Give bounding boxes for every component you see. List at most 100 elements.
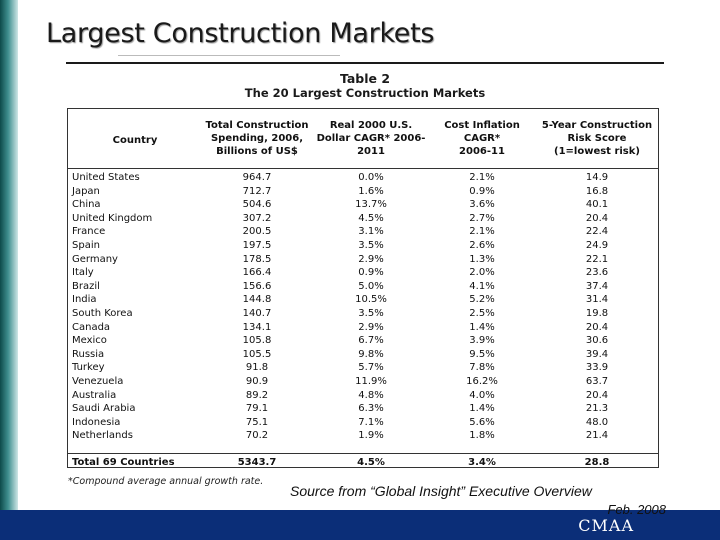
cell-risk-score: 63.7	[585, 376, 609, 387]
cell-spending: 504.6	[242, 199, 272, 211]
total-cell-spending: 5343.7	[237, 457, 277, 468]
cell-cost-inflation: 5.6%	[469, 416, 495, 428]
cell-spending: 156.6	[242, 280, 272, 292]
cell-spending: 307.2	[242, 212, 272, 224]
cell-real-cagr: 4.8%	[358, 389, 384, 401]
cell-spending: 105.5	[242, 348, 272, 360]
cell-country: Russia	[72, 348, 105, 360]
cell-real-cagr: 0.9%	[358, 267, 384, 279]
cell-risk-score: 19.8	[585, 308, 609, 319]
cell-real-cagr: 6.7%	[358, 335, 384, 347]
header-real-cagr: Real 2000 U.S. Dollar CAGR* 2006- 2011	[316, 120, 426, 157]
footer-bar: CMAA	[0, 510, 720, 540]
total-cell-country: Total 69 Countries	[72, 457, 175, 468]
cell-risk-score: 16.8	[585, 185, 609, 197]
footer-brand: CMAA	[578, 516, 634, 535]
cell-spending: 178.5	[242, 253, 272, 265]
cell-risk-score: 14.9	[585, 172, 609, 183]
cell-spending: 144.8	[242, 294, 272, 306]
cell-cost-inflation: 2.6%	[469, 240, 495, 251]
cell-risk-score: 22.1	[585, 253, 609, 265]
cell-real-cagr: 13.7%	[355, 199, 387, 211]
cell-risk-score: 40.1	[585, 199, 609, 211]
cell-country: Brazil	[72, 280, 100, 292]
cell-spending: 105.8	[242, 335, 272, 347]
cell-country: India	[72, 294, 97, 306]
cell-country: Canada	[72, 321, 111, 333]
cell-cost-inflation: 2.0%	[469, 267, 495, 279]
cell-risk-score: 48.0	[585, 416, 609, 428]
cell-country: United States	[72, 172, 140, 183]
cell-cost-inflation: 2.1%	[469, 226, 495, 238]
cell-spending: 75.1	[245, 416, 269, 428]
cell-country: Italy	[72, 267, 94, 279]
cell-country: Germany	[72, 253, 118, 265]
cell-cost-inflation: 1.4%	[469, 321, 495, 333]
cell-risk-score: 21.3	[585, 403, 609, 415]
total-cell-real-cagr: 4.5%	[357, 457, 385, 468]
cell-country: Venezuela	[72, 376, 124, 387]
cell-cost-inflation: 1.3%	[469, 253, 495, 265]
cell-spending: 134.1	[242, 321, 272, 333]
cell-real-cagr: 3.5%	[358, 308, 384, 319]
cell-country: Turkey	[72, 362, 105, 374]
cell-real-cagr: 5.0%	[358, 280, 384, 292]
markets-table: Country Total Construction Spending, 200…	[67, 108, 659, 468]
cell-risk-score: 39.4	[585, 348, 609, 360]
cell-cost-inflation: 4.1%	[469, 280, 495, 292]
cell-spending: 70.2	[245, 430, 269, 442]
cell-risk-score: 30.6	[585, 335, 609, 347]
table-number: Table 2	[339, 71, 391, 86]
cell-real-cagr: 2.9%	[358, 321, 384, 333]
cell-country: Spain	[72, 240, 100, 251]
cell-country: Netherlands	[72, 430, 133, 442]
table-caption: Table 2 The 20 Largest Construction Mark…	[66, 71, 664, 101]
cell-real-cagr: 1.9%	[358, 430, 384, 442]
cell-cost-inflation: 9.5%	[469, 348, 495, 360]
cell-cost-inflation: 1.8%	[469, 430, 495, 442]
cell-risk-score: 20.4	[585, 212, 609, 224]
cell-spending: 712.7	[242, 185, 272, 197]
cell-cost-inflation: 16.2%	[466, 376, 498, 387]
cell-cost-inflation: 2.7%	[469, 212, 495, 224]
cell-country: South Korea	[72, 308, 133, 319]
left-accent-bar	[0, 0, 18, 510]
total-cell-risk-score: 28.8	[584, 457, 610, 468]
cell-spending: 964.7	[242, 172, 272, 183]
source-citation: Source from “Global Insight” Executive O…	[290, 483, 592, 499]
cell-spending: 197.5	[242, 240, 272, 251]
cell-risk-score: 37.4	[585, 280, 609, 292]
header-risk-score: 5-Year Construction Risk Score (1=lowest…	[541, 120, 653, 157]
cell-cost-inflation: 2.5%	[469, 308, 495, 319]
cell-real-cagr: 9.8%	[358, 348, 384, 360]
cell-real-cagr: 3.5%	[358, 240, 384, 251]
cell-country: Mexico	[72, 335, 107, 347]
cell-risk-score: 23.6	[585, 267, 609, 279]
cell-country: Japan	[72, 185, 100, 197]
title-underline	[118, 55, 340, 56]
cell-risk-score: 20.4	[585, 389, 609, 401]
top-rule	[66, 62, 664, 64]
cell-cost-inflation: 1.4%	[469, 403, 495, 415]
cell-real-cagr: 11.9%	[355, 376, 387, 387]
cell-country: Australia	[72, 389, 117, 401]
cell-cost-inflation: 2.1%	[469, 172, 495, 183]
cell-real-cagr: 2.9%	[358, 253, 384, 265]
cell-cost-inflation: 3.9%	[469, 335, 495, 347]
total-cell-cost-inflation: 3.4%	[468, 457, 496, 468]
cell-real-cagr: 1.6%	[358, 185, 384, 197]
cell-real-cagr: 6.3%	[358, 403, 384, 415]
cell-country: Saudi Arabia	[72, 403, 136, 415]
cell-spending: 200.5	[242, 226, 272, 238]
cell-spending: 89.2	[245, 389, 269, 401]
cell-spending: 91.8	[245, 362, 269, 374]
footnote: *Compound average annual growth rate.	[68, 476, 264, 487]
cell-cost-inflation: 7.8%	[469, 362, 495, 374]
cell-risk-score: 20.4	[585, 321, 609, 333]
cell-risk-score: 21.4	[585, 430, 609, 442]
cell-risk-score: 24.9	[585, 240, 609, 251]
cell-real-cagr: 0.0%	[358, 172, 384, 183]
table-title: The 20 Largest Construction Markets	[244, 86, 486, 100]
cell-country: China	[72, 199, 101, 211]
cell-real-cagr: 4.5%	[358, 212, 384, 224]
